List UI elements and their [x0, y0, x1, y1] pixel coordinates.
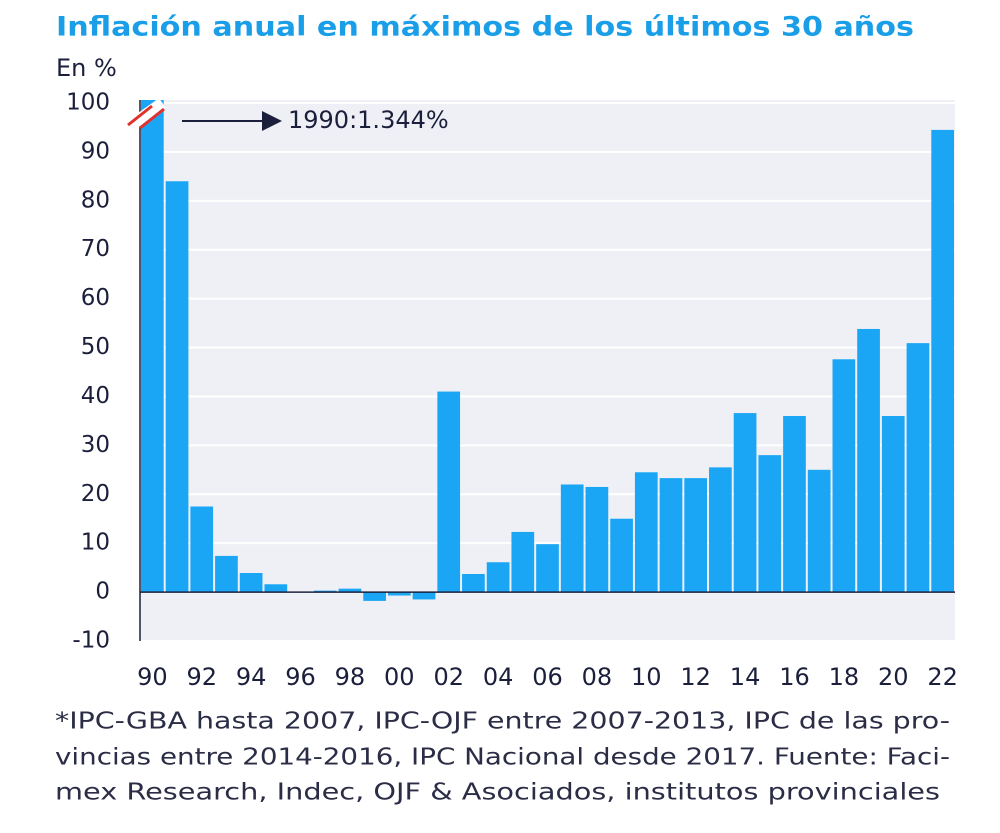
bar	[832, 359, 856, 593]
bar	[807, 469, 831, 593]
x-tick-label: 02	[433, 663, 464, 691]
bar	[659, 478, 683, 593]
bar	[634, 472, 658, 593]
x-tick-label: 18	[829, 663, 860, 691]
bar	[215, 555, 238, 593]
bar	[881, 416, 905, 593]
y-tick-label: 70	[81, 236, 110, 262]
bar	[733, 413, 757, 593]
annotation: 1990:1.344%	[288, 106, 449, 134]
bar	[560, 484, 584, 593]
y-tick-label: 40	[81, 383, 110, 409]
bar	[141, 100, 164, 593]
bar	[931, 129, 954, 593]
bar	[783, 416, 806, 593]
footnote-line: mex Research, Indec, OJF & Asociados, in…	[55, 780, 940, 806]
x-tick-label: 96	[285, 663, 316, 691]
bar	[709, 467, 732, 593]
bar	[338, 588, 362, 593]
bar	[412, 592, 436, 600]
footnote-line: vincias entre 2014-2016, IPC Nacional de…	[55, 745, 950, 771]
x-tick-label: 10	[631, 663, 662, 691]
x-tick-label: 92	[186, 663, 217, 691]
chart-subtitle: En %	[56, 54, 117, 82]
x-tick-label: 06	[532, 663, 563, 691]
y-tick-label: 80	[81, 187, 110, 213]
bar	[906, 343, 930, 593]
bar	[758, 455, 782, 593]
bar	[264, 584, 288, 593]
x-tick-label: 00	[384, 663, 415, 691]
bar	[239, 573, 263, 593]
bar	[684, 478, 708, 593]
x-tick-label: 04	[483, 663, 514, 691]
bar	[387, 592, 411, 596]
x-tick-label: 16	[779, 663, 810, 691]
bars	[141, 100, 954, 601]
x-tick-label: 14	[730, 663, 761, 691]
x-tick-label: 20	[878, 663, 909, 691]
bar	[363, 592, 386, 601]
x-tick-label: 22	[927, 663, 958, 691]
bar	[437, 391, 461, 593]
y-tick-label: 0	[95, 579, 110, 605]
x-tick-label: 12	[680, 663, 711, 691]
y-tick-label: -10	[72, 628, 110, 654]
y-tick-label: 100	[66, 90, 110, 116]
bar	[486, 562, 510, 593]
y-tick-label: 90	[81, 138, 110, 164]
bar	[165, 181, 189, 593]
chart-title: Inflación anual en máximos de los último…	[56, 12, 914, 43]
x-tick-label: 98	[335, 663, 366, 691]
bar	[610, 518, 633, 593]
y-tick-label: 20	[81, 481, 110, 507]
bar	[190, 506, 214, 593]
y-tick-label: 60	[81, 285, 110, 311]
bar	[857, 328, 880, 593]
bar	[536, 544, 559, 593]
y-tick-label: 50	[81, 334, 110, 360]
bar	[462, 573, 485, 593]
x-tick-label: 90	[137, 663, 168, 691]
x-tick-label: 94	[236, 663, 267, 691]
bar	[585, 486, 609, 593]
axis-break	[127, 98, 167, 130]
y-tick-label: 10	[81, 530, 110, 556]
x-tick-label: 08	[582, 663, 613, 691]
y-tick-label: 30	[81, 432, 110, 458]
footnote-line: *IPC-GBA hasta 2007, IPC-OJF entre 2007-…	[55, 709, 950, 735]
bar	[511, 531, 535, 593]
